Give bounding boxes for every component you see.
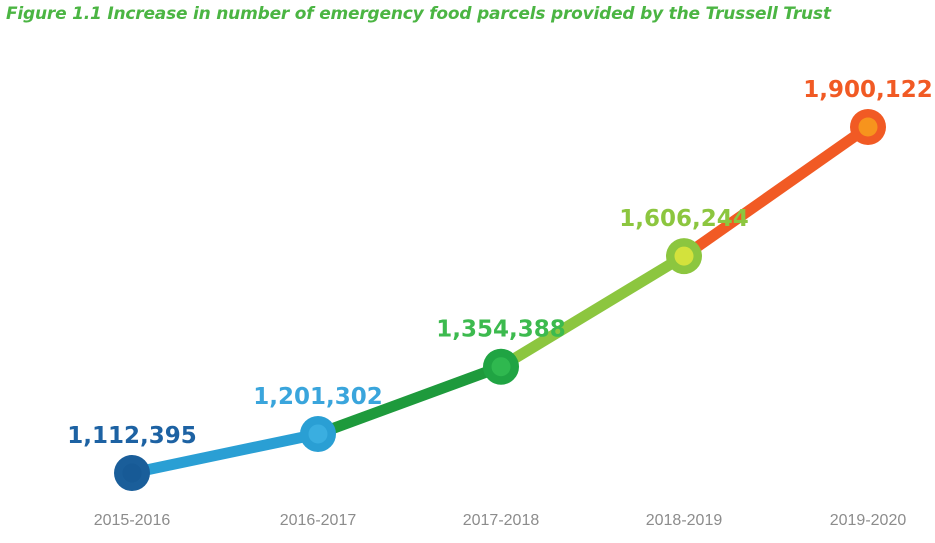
- data-point-center-2018-2019: [674, 246, 694, 266]
- x-tick-label-2017-2018: 2017-2018: [463, 512, 540, 529]
- line-segment-3: [498, 251, 687, 372]
- x-tick-label-2016-2017: 2016-2017: [280, 512, 357, 529]
- line-segment-2: [316, 361, 503, 440]
- x-tick-label-2018-2019: 2018-2019: [646, 512, 723, 529]
- line-segment-1: [130, 428, 320, 479]
- data-label-2018-2019: 1,606,244: [619, 206, 749, 232]
- data-label-2015-2016: 1,112,395: [67, 423, 197, 449]
- figure-title: Figure 1.1 Increase in number of emergen…: [6, 4, 831, 24]
- data-label-2017-2018: 1,354,388: [436, 317, 566, 343]
- line-segment-4: [680, 122, 872, 261]
- x-tick-label-2015-2016: 2015-2016: [94, 512, 171, 529]
- data-point-center-2017-2018: [491, 357, 511, 377]
- data-point-center-2019-2020: [858, 117, 878, 137]
- data-label-2016-2017: 1,201,302: [253, 384, 383, 410]
- data-point-center-2015-2016: [122, 463, 142, 483]
- data-point-center-2016-2017: [308, 424, 328, 444]
- data-label-2019-2020: 1,900,122: [803, 77, 933, 103]
- x-tick-label-2019-2020: 2019-2020: [830, 512, 907, 529]
